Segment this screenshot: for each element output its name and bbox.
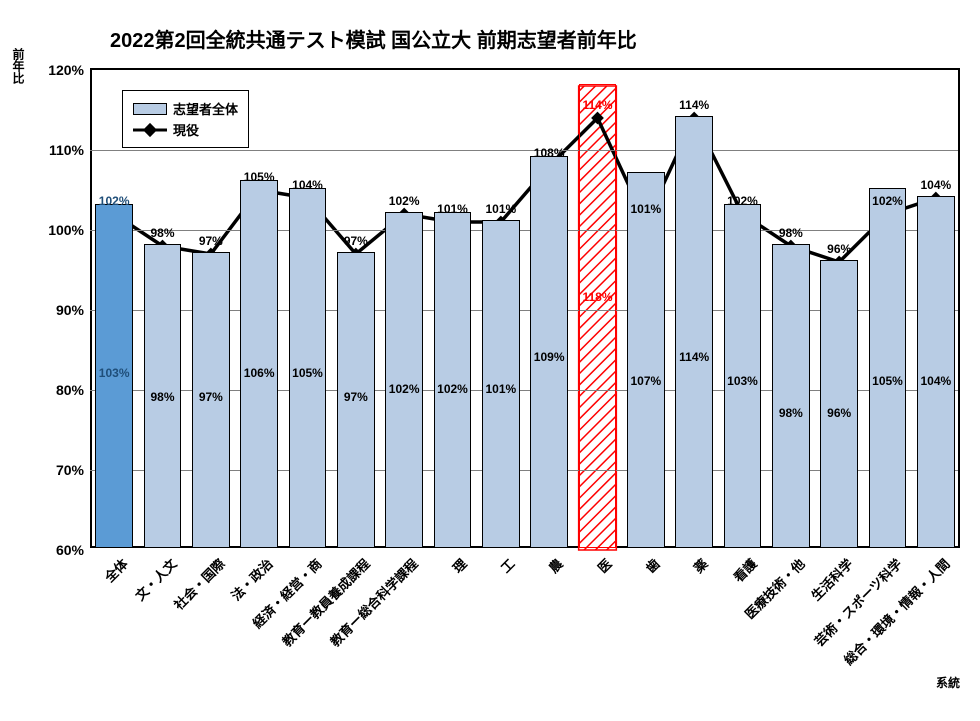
line-value-label: 104% <box>292 178 323 192</box>
y-tick-label: 70% <box>56 462 84 478</box>
legend-item-bar: 志望者全体 <box>133 99 238 118</box>
legend-line-swatch-icon <box>133 123 167 137</box>
line-value-label: 101% <box>485 202 516 216</box>
line-value-label: 102% <box>872 194 903 208</box>
line-value-label: 102% <box>727 194 758 208</box>
bar-value-label: 102% <box>437 382 468 396</box>
x-category-label: 教育ー総合科学課程 <box>325 554 421 650</box>
y-tick-label: 60% <box>56 542 84 558</box>
legend-bar-swatch-icon <box>133 103 167 115</box>
x-category-label: 全体 <box>100 554 132 586</box>
y-tick-label: 120% <box>48 62 84 78</box>
bar-value-label: 102% <box>389 382 420 396</box>
bar-value-label: 96% <box>827 406 851 420</box>
bar <box>869 188 907 548</box>
bar-value-label: 98% <box>150 390 174 404</box>
y-tick-label: 110% <box>49 142 84 158</box>
bar-value-label: 97% <box>199 390 223 404</box>
bar-value-label: 107% <box>630 374 661 388</box>
x-category-label: 歯 <box>641 554 664 577</box>
line-value-label: 101% <box>437 202 468 216</box>
line-value-label: 108% <box>534 146 565 160</box>
legend: 志望者全体 現役 <box>122 90 249 148</box>
bar <box>675 116 713 548</box>
bar-value-label: 105% <box>292 366 323 380</box>
y-tick-label: 80% <box>56 382 84 398</box>
line-value-label: 102% <box>389 194 420 208</box>
bar-value-label: 105% <box>872 374 903 388</box>
legend-line-label: 現役 <box>173 120 199 139</box>
bar <box>917 196 955 548</box>
legend-bar-label: 志望者全体 <box>173 99 238 118</box>
bar <box>627 172 665 548</box>
y-axis-label: 前年比 <box>10 48 27 84</box>
x-category-label: 理 <box>447 554 470 577</box>
y-axis-line <box>90 70 92 548</box>
bar-value-label: 118% <box>582 290 612 304</box>
x-axis-label: 系統 <box>936 674 960 691</box>
bar <box>820 260 858 548</box>
bar-value-label: 98% <box>779 406 803 420</box>
line-value-label: 98% <box>150 226 174 240</box>
bar <box>579 84 617 548</box>
x-category-label: 看護 <box>728 554 760 586</box>
line-value-label: 101% <box>630 202 661 216</box>
y-tick-label: 90% <box>56 302 84 318</box>
gridline <box>90 150 958 151</box>
bar-value-label: 101% <box>485 382 516 396</box>
line-value-label: 97% <box>344 234 368 248</box>
line-value-label: 98% <box>779 226 803 240</box>
bar-value-label: 103% <box>99 366 130 380</box>
gridline <box>90 230 958 231</box>
bar-value-label: 109% <box>534 350 565 364</box>
line-value-label: 97% <box>199 234 223 248</box>
line-value-label: 96% <box>827 242 851 256</box>
bar-value-label: 114% <box>679 350 709 364</box>
x-category-label: 社会・国際 <box>169 554 228 613</box>
x-category-label: 工 <box>496 554 519 577</box>
line-value-label: 105% <box>244 170 275 184</box>
x-category-label: 薬 <box>689 554 712 577</box>
x-category-label: 医 <box>592 554 615 577</box>
line-value-label: 102% <box>99 194 130 208</box>
bar-value-label: 97% <box>344 390 368 404</box>
bar-value-label: 103% <box>727 374 758 388</box>
line-value-label: 114% <box>582 98 612 112</box>
chart-title: 2022第2回全統共通テスト模試 国公立大 前期志望者前年比 <box>110 24 637 53</box>
bar <box>434 212 472 548</box>
y-tick-label: 100% <box>48 222 84 238</box>
bar-value-label: 104% <box>920 374 951 388</box>
line-value-label: 114% <box>679 98 709 112</box>
x-category-label: 農 <box>544 554 567 577</box>
bar <box>772 244 810 548</box>
legend-item-line: 現役 <box>133 120 238 139</box>
line-value-label: 104% <box>920 178 951 192</box>
chart-container: 2022第2回全統共通テスト模試 国公立大 前期志望者前年比 前年比 60% 70… <box>0 0 980 721</box>
bar <box>385 212 423 548</box>
bar <box>240 180 278 548</box>
bar-value-label: 106% <box>244 366 275 380</box>
